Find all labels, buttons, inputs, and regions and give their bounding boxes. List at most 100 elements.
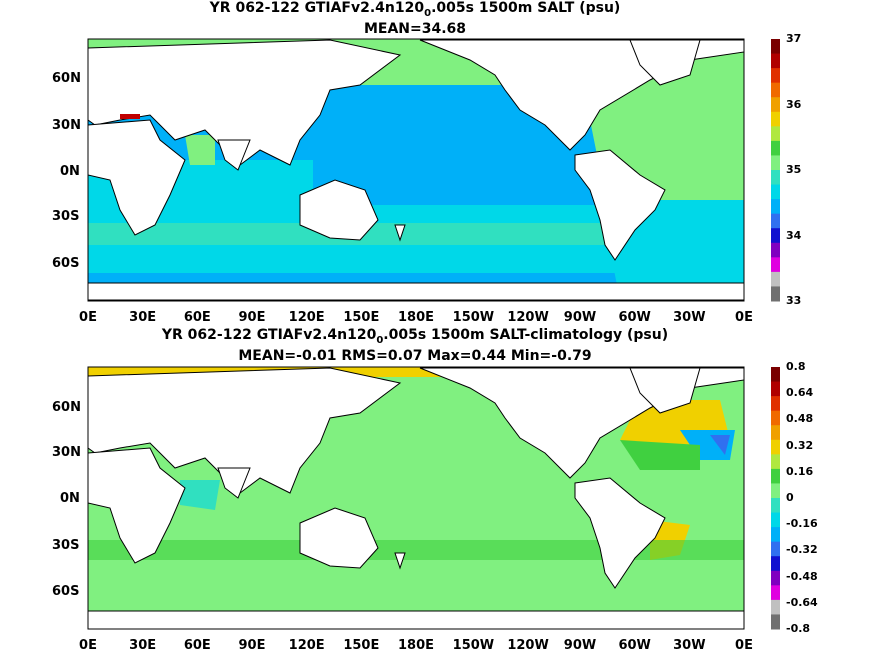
lon-label: 150W [452,310,495,325]
colorbar-swatch [771,527,780,543]
colorbar-label: -0.8 [786,622,811,635]
colorbar-swatch [771,585,780,601]
panel1-map [87,38,745,302]
panel2-title-pre: YR 062-122 GTIAFv2.4n120 [161,327,377,343]
panel1-lat-60s: 60S [52,256,80,271]
lon-label: 60E [183,310,211,325]
colorbar-label: -0.64 [786,595,818,609]
lon-label: 0E [79,638,97,653]
colorbar-label: 0 [786,491,794,504]
colorbar-swatch [771,396,780,412]
colorbar-swatch [771,140,780,156]
lon-label: 30W [673,638,706,653]
colorbar-label: 0.32 [786,438,814,452]
panel2-lat-60n: 60N [52,400,81,415]
panel1-lat-30s: 30S [52,209,80,224]
panel1-lat-60n: 60N [52,71,81,86]
colorbar-swatch [771,199,780,215]
colorbar-swatch [771,468,780,484]
colorbar-swatch [771,541,780,557]
panel2-title: YR 062-122 GTIAFv2.4n1200.005s 1500m SAL… [0,327,830,349]
colorbar-swatch [771,454,780,470]
colorbar-swatch [771,228,780,244]
colorbar-swatch [771,614,780,630]
lon-label: 0E [735,310,753,325]
colorbar-swatch [771,367,780,383]
panel2-stats: MEAN=-0.01 RMS=0.07 Max=0.44 Min=-0.79 [238,348,592,364]
lon-label: 120W [507,310,549,325]
lon-label: 120E [288,638,325,653]
panel2-colorbar [771,367,780,630]
panel2-lat-60s: 60S [52,584,80,599]
colorbar-label: 35 [786,163,802,176]
lon-label: 150E [343,638,380,653]
colorbar-swatch [771,570,780,586]
colorbar-swatch [771,213,780,229]
panel1-title-post: .005s 1500m SALT (psu) [431,0,621,16]
colorbar-swatch [771,556,780,572]
lon-label: 90W [563,638,597,653]
colorbar-label: 0.8 [786,360,806,373]
panel1-colorbar [771,39,780,302]
colorbar-swatch [771,410,780,426]
colorbar-swatch [771,82,780,98]
colorbar-swatch [771,184,780,200]
colorbar-label: -0.16 [786,517,818,531]
lon-label: 90E [238,638,266,653]
colorbar-swatch [771,39,780,55]
colorbar-label: 36 [786,97,802,111]
panel2-map [87,366,745,630]
panel2-lat-30s: 30S [52,538,80,553]
lon-label: 120E [288,310,325,325]
lon-label: 0E [735,638,753,653]
panel1-stats: MEAN=34.68 [363,21,467,37]
lon-label: 30E [129,310,157,325]
colorbar-swatch [771,242,780,258]
panel1-lat-30n: 30N [52,118,81,133]
colorbar-swatch [771,126,780,142]
colorbar-swatch [771,53,780,69]
lon-label: 120W [507,638,549,653]
colorbar-label: 33 [786,294,802,307]
panel1-title-pre: YR 062-122 GTIAFv2.4n120 [209,0,425,16]
lon-label: 180E [398,310,435,325]
colorbar-swatch [771,425,780,441]
panel2-lat-30n: 30N [52,445,81,460]
lon-label: 0E [79,310,97,325]
lon-label: 60W [618,638,651,653]
colorbar-swatch [771,286,780,302]
lon-label: 30E [129,638,157,653]
colorbar-label: 0.64 [786,386,814,400]
colorbar-label: 34 [786,228,802,242]
colorbar-swatch [771,271,780,287]
panel2-lat-0n: 0N [60,491,80,506]
colorbar-label: -0.48 [786,569,818,583]
panel1-title: YR 062-122 GTIAFv2.4n1200.005s 1500m SAL… [0,0,830,22]
panel2-title-post: .005s 1500m SALT-climatology (psu) [383,327,669,343]
colorbar-swatch [771,381,780,397]
colorbar-label: 0.16 [786,464,814,478]
colorbar-swatch [771,439,780,455]
colorbar-swatch [771,599,780,615]
colorbar-swatch [771,257,780,273]
colorbar-swatch [771,155,780,171]
lon-label: 30W [673,310,706,325]
colorbar-swatch [771,483,780,499]
colorbar-swatch [771,170,780,186]
colorbar-label: 0.48 [786,412,814,426]
colorbar-swatch [771,97,780,113]
colorbar-swatch [771,498,780,514]
colorbar-swatch [771,111,780,127]
lon-label: 150W [452,638,495,653]
lon-label: 60W [618,310,651,325]
lon-label: 90E [238,310,266,325]
panel2-title-sub: 0 [376,334,384,346]
colorbar-swatch [771,68,780,84]
colorbar-label: -0.32 [786,543,818,557]
lon-label: 150E [343,310,380,325]
colorbar-swatch [771,512,780,528]
lon-label: 180E [398,638,435,653]
colorbar-label: 37 [786,32,802,45]
panel1-title-sub: 0 [424,7,432,19]
